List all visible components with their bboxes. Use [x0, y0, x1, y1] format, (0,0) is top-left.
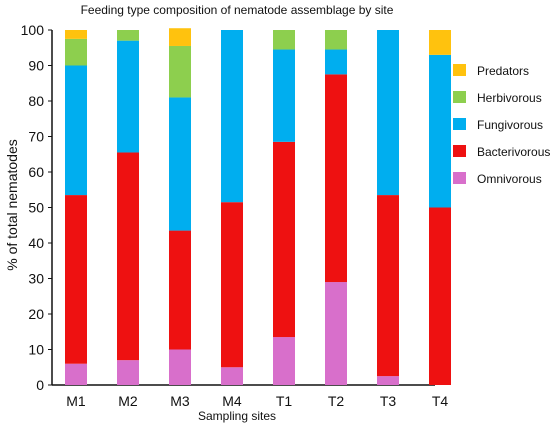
x-tick-label: T2	[328, 393, 345, 409]
y-tick-label: 0	[36, 377, 44, 393]
bar-segment-bacterivorous-t2	[325, 74, 347, 283]
legend-swatch-predators	[453, 64, 466, 76]
y-tick-label: 40	[28, 235, 44, 251]
bar-segment-herbivorous-m1	[65, 38, 87, 66]
bar-segment-omnivorous-m1	[65, 363, 87, 385]
bar-segment-herbivorous-m3	[169, 45, 191, 98]
legend-label-fungivorous: Fungivorous	[477, 118, 543, 132]
x-tick-label: T4	[432, 393, 449, 409]
bar-segment-fungivorous-t2	[325, 49, 347, 75]
y-tick-label: 100	[21, 22, 45, 38]
x-tick-label: M2	[118, 393, 138, 409]
bar-segment-predators-m1	[65, 30, 87, 39]
y-tick-label: 60	[28, 164, 44, 180]
x-tick-label: T1	[276, 393, 293, 409]
bar-segment-omnivorous-t1	[273, 337, 295, 385]
x-tick-label: M4	[222, 393, 242, 409]
y-ticks-group: 0 10 20 30 40 50 60 70 80 90 100	[21, 22, 52, 393]
bar-segment-bacterivorous-m3	[169, 230, 191, 350]
bar-segment-herbivorous-t1	[273, 30, 295, 50]
bar-segment-bacterivorous-m1	[65, 195, 87, 364]
y-tick-label: 30	[28, 271, 44, 287]
bar-segment-bacterivorous-m2	[117, 152, 139, 361]
legend-label-predators: Predators	[477, 64, 529, 78]
bar-segment-bacterivorous-m4	[221, 202, 243, 368]
x-ticks-group: M1 M2 M3 M4 T1 T2 T3 T4	[66, 393, 448, 409]
bar-segment-fungivorous-m2	[117, 40, 139, 153]
legend-swatch-fungivorous	[453, 118, 466, 130]
x-axis-title: Sampling sites	[198, 409, 276, 423]
bar-segment-predators-t4	[429, 30, 451, 55]
x-tick-label: M3	[170, 393, 190, 409]
legend-swatch-omnivorous	[453, 172, 466, 184]
y-tick-label: 90	[28, 58, 44, 74]
bar-segment-fungivorous-t3	[377, 30, 399, 196]
bar-segment-bacterivorous-t4	[429, 207, 451, 385]
bars-group	[65, 28, 451, 385]
y-tick-label: 50	[28, 200, 44, 216]
y-tick-label: 80	[28, 93, 44, 109]
bar-segment-omnivorous-m3	[169, 349, 191, 385]
bar-segment-herbivorous-t2	[325, 30, 347, 50]
bar-segment-fungivorous-m1	[65, 65, 87, 196]
bar-segment-bacterivorous-t3	[377, 195, 399, 377]
y-tick-label: 20	[28, 306, 44, 322]
bar-segment-fungivorous-m4	[221, 30, 243, 203]
bar-segment-omnivorous-m2	[117, 360, 139, 385]
legend-label-herbivorous: Herbivorous	[477, 91, 542, 105]
legend-swatch-bacterivorous	[453, 145, 466, 157]
legend-label-omnivorous: Omnivorous	[477, 172, 542, 186]
bar-segment-omnivorous-t3	[377, 376, 399, 385]
bar-segment-omnivorous-t2	[325, 282, 347, 385]
x-tick-label: M1	[66, 393, 86, 409]
legend: Predators Herbivorous Fungivorous Bacterivo…	[453, 64, 550, 186]
legend-label-bacterivorous: Bacterivorous	[477, 145, 550, 159]
bar-segment-fungivorous-t1	[273, 49, 295, 142]
y-tick-label: 10	[28, 342, 44, 358]
bar-segment-omnivorous-m4	[221, 367, 243, 385]
bar-segment-fungivorous-m3	[169, 97, 191, 231]
x-tick-label: T3	[380, 393, 397, 409]
y-axis-title: % of total nematodes	[4, 139, 20, 271]
bar-segment-predators-m3	[169, 28, 191, 46]
bar-segment-herbivorous-m2	[117, 30, 139, 41]
y-tick-label: 70	[28, 129, 44, 145]
chart-title: Feeding type composition of nematode ass…	[81, 3, 394, 17]
bar-segment-bacterivorous-t1	[273, 141, 295, 338]
bar-segment-fungivorous-t4	[429, 54, 451, 208]
legend-swatch-herbivorous	[453, 91, 466, 103]
